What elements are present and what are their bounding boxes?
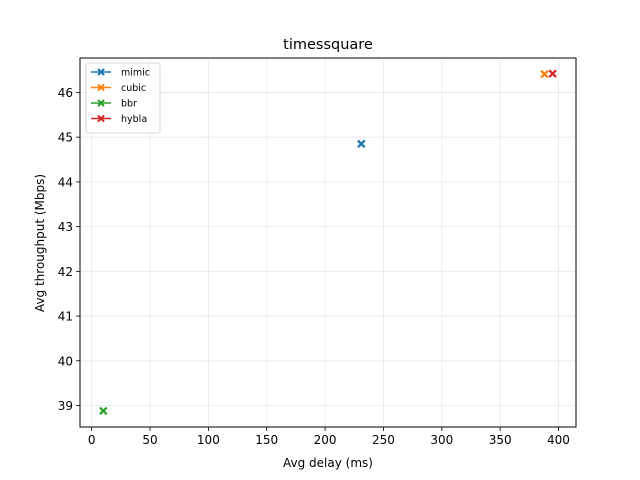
y-tick-label: 46 (58, 86, 73, 100)
data-point-cubic (540, 69, 549, 79)
y-tick-label: 44 (58, 175, 73, 189)
x-tick-label: 100 (197, 433, 220, 447)
legend: mimic cubic bbr hybla (85, 62, 161, 134)
x-tick-label: 200 (314, 433, 337, 447)
y-tick-label: 41 (58, 310, 73, 324)
x-tick-label: 350 (489, 433, 512, 447)
legend-marker-cubic (97, 83, 105, 92)
y-tick-label: 43 (58, 220, 73, 234)
legend-label-bbr: bbr (121, 99, 137, 110)
axis-ticks: 0 50 100 150 200 250 300 350 400 39 40 41 42 43 44 45 46 (58, 86, 570, 447)
legend-marker-bbr (97, 99, 105, 107)
plot-frame (79, 57, 577, 428)
legend-label-cubic: cubic (121, 83, 146, 94)
x-tick-label: 150 (255, 433, 278, 447)
y-tick-label: 42 (58, 265, 73, 279)
y-tick-label: 40 (58, 354, 73, 368)
data-point-bbr (99, 406, 108, 416)
legend-marker-hybla (97, 114, 105, 123)
y-tick-label: 45 (58, 131, 73, 145)
x-tick-label: 400 (547, 433, 570, 447)
y-axis-label: Avg throughput (Mbps) (33, 174, 47, 312)
legend-box (85, 62, 161, 134)
legend-label-hybla: hybla (121, 114, 147, 125)
x-axis-label: Avg delay (ms) (283, 456, 373, 470)
legend-label-mimic: mimic (121, 68, 150, 79)
x-tick-label: 0 (88, 433, 96, 447)
grid-lines (80, 58, 576, 427)
x-tick-label: 300 (430, 433, 453, 447)
legend-marker-mimic (97, 68, 105, 76)
y-tick-label: 39 (58, 399, 73, 413)
chart-title: timessquare (283, 37, 373, 53)
x-tick-label: 50 (142, 433, 157, 447)
data-point-mimic (357, 139, 366, 149)
x-tick-label: 250 (372, 433, 395, 447)
data-point-hybla (548, 69, 557, 78)
data-points (99, 69, 557, 416)
